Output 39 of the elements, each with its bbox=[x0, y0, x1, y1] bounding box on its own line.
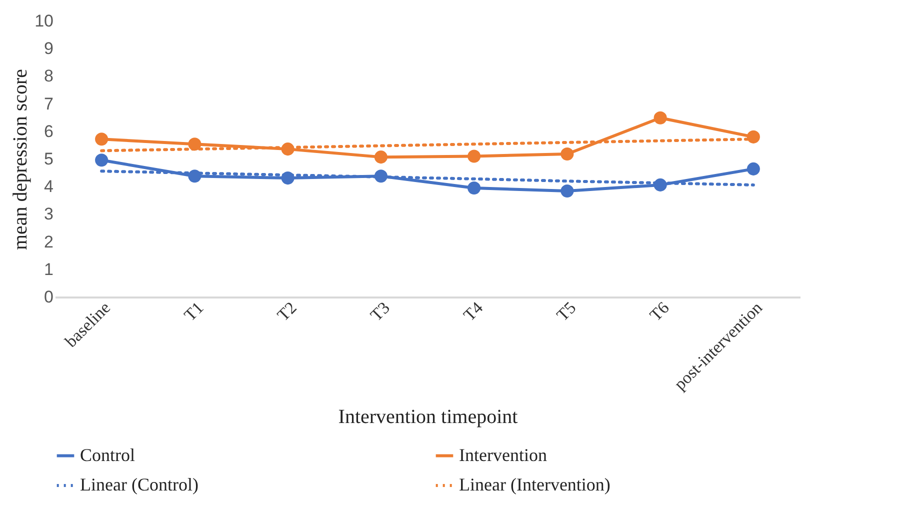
legend-label: Linear (Control) bbox=[80, 474, 198, 494]
y-tick-label: 10 bbox=[34, 12, 54, 30]
x-tick-label: T6 bbox=[646, 298, 673, 325]
y-tick-label: 9 bbox=[44, 39, 54, 58]
y-tick-label: 4 bbox=[44, 177, 54, 196]
y-tick-label: 0 bbox=[44, 288, 54, 306]
y-tick-label: 8 bbox=[44, 66, 54, 86]
point bbox=[746, 162, 760, 176]
point bbox=[654, 111, 667, 124]
x-tick-label: T2 bbox=[274, 298, 300, 325]
point bbox=[468, 150, 481, 163]
point bbox=[188, 170, 202, 183]
x-axis-title: Intervention timepoint bbox=[338, 406, 518, 428]
y-axis-title: mean depression score bbox=[10, 68, 32, 250]
point bbox=[188, 138, 202, 151]
x-tick-label: T4 bbox=[460, 298, 487, 325]
point bbox=[95, 154, 108, 167]
x-tick-label: T3 bbox=[366, 298, 394, 325]
point bbox=[374, 150, 388, 164]
y-tick-label: 1 bbox=[44, 260, 54, 279]
y-tick-label: 7 bbox=[44, 94, 54, 114]
point bbox=[281, 172, 294, 185]
point bbox=[654, 178, 667, 192]
point bbox=[281, 142, 294, 156]
legend-label: Control bbox=[80, 444, 136, 465]
point bbox=[560, 184, 574, 198]
point bbox=[468, 181, 481, 194]
point bbox=[95, 132, 108, 146]
point bbox=[746, 130, 760, 144]
x-tick-label: T5 bbox=[552, 298, 580, 325]
point bbox=[374, 170, 388, 183]
legend-label: Linear (Intervention) bbox=[459, 474, 610, 494]
y-tick-label: 5 bbox=[44, 150, 54, 168]
y-tick-label: 2 bbox=[44, 232, 54, 252]
legend-label: Intervention bbox=[459, 444, 547, 465]
y-tick-label: 3 bbox=[44, 204, 54, 224]
x-tick-label: T1 bbox=[180, 298, 208, 325]
point bbox=[560, 148, 574, 161]
y-tick-label: 6 bbox=[44, 122, 54, 141]
